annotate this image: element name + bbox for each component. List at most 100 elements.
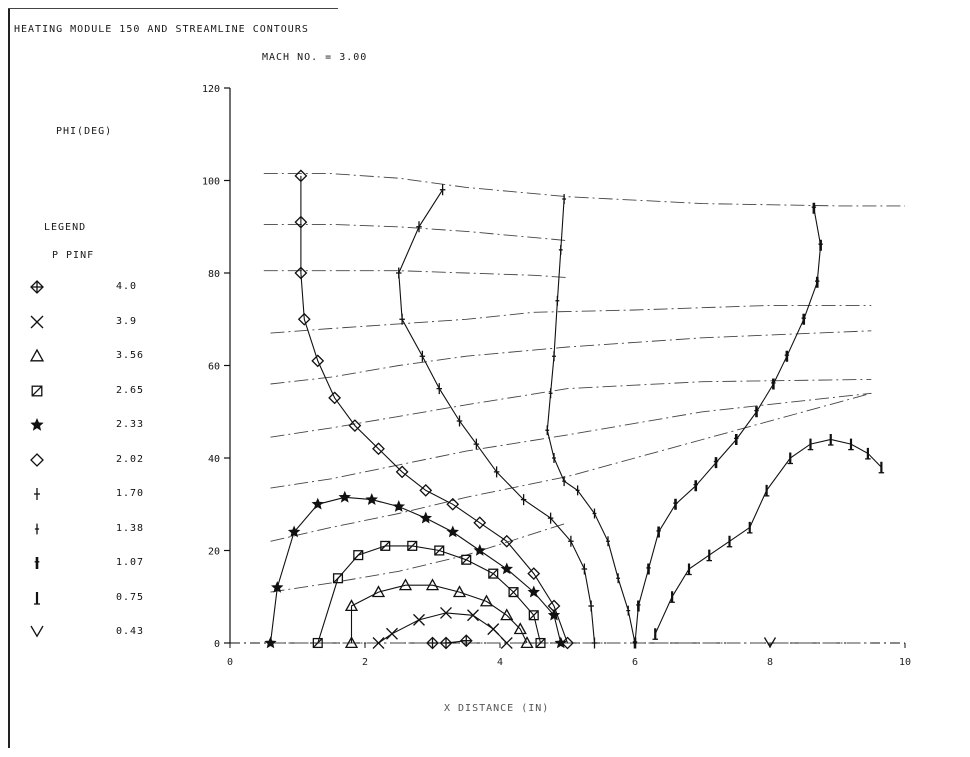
contour-point — [520, 494, 527, 506]
contour-point — [626, 605, 631, 616]
contour-point — [561, 636, 574, 650]
legend-value: 2.02 — [116, 453, 145, 465]
contour-point — [328, 391, 342, 405]
plus-marker-icon — [34, 488, 40, 500]
contour-point — [592, 508, 597, 519]
contour-point — [338, 490, 351, 503]
contour-point — [395, 465, 409, 479]
contour-point — [562, 476, 567, 487]
contour-point — [426, 636, 439, 650]
contour-point — [763, 484, 770, 497]
contour-point — [848, 438, 854, 451]
contour-point — [493, 466, 500, 478]
contour-point — [818, 239, 823, 251]
contour-point — [348, 419, 362, 433]
contour-point — [271, 580, 284, 593]
contour-point — [479, 594, 494, 607]
legend-entry: 0.43 — [24, 622, 174, 642]
contour-point — [500, 534, 514, 548]
contour-point — [545, 425, 550, 436]
chart-title: HEATING MODULE 150 AND STREAMLINE CONTOU… — [14, 24, 309, 35]
contour-point — [588, 600, 594, 612]
page-frame-top — [8, 8, 338, 9]
contour-point — [500, 637, 513, 649]
contour-point — [398, 578, 413, 591]
y-tick-label: 40 — [208, 454, 220, 465]
contour-series-bar-tee-down — [652, 434, 885, 640]
contour-point — [294, 169, 308, 183]
contour-line — [546, 198, 636, 644]
contour-point — [294, 266, 308, 280]
contour-point — [669, 591, 675, 603]
contour-point — [828, 434, 834, 446]
contour-point — [473, 543, 486, 556]
contour-point — [646, 563, 651, 575]
contour-series-diamond-cross — [426, 634, 473, 650]
x-tick-label: 0 — [227, 657, 233, 668]
streamline — [270, 392, 872, 489]
y-tick-label: 80 — [208, 269, 220, 280]
legend-value: 2.33 — [116, 419, 145, 430]
plus-small-marker-icon — [34, 523, 40, 534]
contour-point — [487, 623, 500, 636]
triangle-marker-icon — [29, 348, 45, 362]
y-tick-label: 100 — [202, 177, 220, 188]
contour-point — [365, 493, 378, 505]
legend-value: 0.75 — [116, 591, 145, 603]
contour-series-diamond — [294, 169, 574, 650]
vee-marker-icon — [30, 625, 44, 638]
contour-point — [754, 406, 759, 418]
y-tick-label: 20 — [208, 547, 220, 558]
contour-point — [706, 549, 712, 562]
contour-point — [500, 608, 514, 621]
legend-entry: 3.9 — [24, 312, 174, 332]
x-tick-label: 4 — [497, 657, 503, 668]
contour-point — [801, 313, 806, 325]
contour-line — [350, 584, 528, 644]
contour-point — [312, 637, 323, 649]
streamline — [263, 270, 568, 279]
contour-point — [784, 350, 790, 362]
contour-point — [413, 613, 425, 626]
legend-entry: 2.65 — [24, 381, 174, 401]
contour-point — [747, 521, 753, 534]
contour-point — [616, 573, 621, 584]
contour-point — [787, 452, 793, 465]
contour-point — [815, 276, 820, 288]
page-frame-left — [8, 8, 10, 748]
contour-point — [294, 215, 308, 229]
contour-point — [353, 550, 364, 561]
contour-point — [392, 500, 406, 512]
legend-entry: 3.56 — [24, 346, 174, 366]
contour-point — [439, 184, 446, 196]
contour-point — [467, 609, 479, 622]
contour-point — [693, 480, 698, 492]
contour-point — [287, 525, 301, 538]
chart-subtitle: MACH NO. = 3.00 — [262, 52, 368, 63]
contour-point — [264, 636, 277, 649]
y-tick-label: 120 — [202, 84, 220, 95]
y-tick-label: 0 — [214, 639, 220, 650]
x-tick-label: 8 — [767, 657, 773, 668]
contour-point — [535, 637, 546, 649]
bar-tee-down-marker-icon — [34, 591, 40, 605]
contour-point — [500, 562, 513, 575]
contour-point — [726, 535, 733, 548]
square-marker-icon — [31, 385, 43, 396]
contour-point — [434, 545, 445, 556]
contour-point — [878, 461, 885, 474]
contour-point — [396, 267, 402, 279]
streamline — [270, 330, 872, 385]
contour-line — [654, 438, 882, 635]
contour-point — [488, 568, 499, 579]
contour-line — [378, 612, 508, 644]
contour-point — [568, 535, 574, 547]
contour-point — [380, 540, 391, 551]
contour-point — [547, 599, 561, 613]
contour-point — [372, 637, 385, 649]
x-tick-label: 6 — [632, 657, 638, 668]
legend-entry: 1.38 — [24, 519, 174, 539]
contour-line — [634, 208, 822, 644]
contour-point — [811, 202, 817, 214]
